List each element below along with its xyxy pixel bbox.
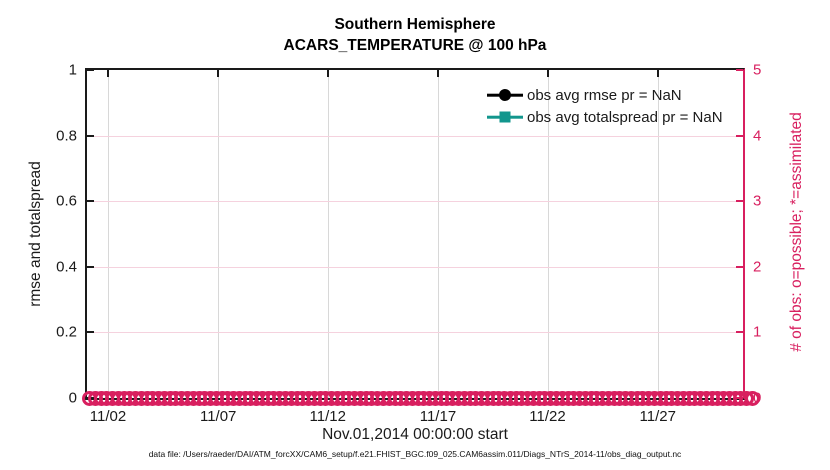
y-tick-label-left: 1 bbox=[68, 61, 77, 79]
y-tick-label-right: 4 bbox=[753, 127, 762, 145]
obs-count-zero-band bbox=[82, 391, 760, 407]
x-tick-top bbox=[656, 70, 659, 77]
x-gridline bbox=[327, 70, 329, 398]
y-gridline bbox=[87, 135, 743, 137]
y-tick-label-right: 5 bbox=[753, 61, 762, 79]
data-file-caption: data file: /Users/raeder/DAI/ATM_forcXX/… bbox=[148, 449, 682, 459]
plot-area: obs avg rmse pr = NaN obs avg totalsprea… bbox=[56, 62, 761, 426]
x-gridline bbox=[437, 70, 439, 398]
legend-item-rmse: obs avg rmse pr = NaN bbox=[487, 84, 723, 106]
y-tick-right bbox=[736, 200, 743, 203]
y-tick-left bbox=[87, 331, 94, 334]
x-tick-top bbox=[217, 70, 220, 77]
y-tick-left bbox=[87, 200, 94, 203]
rmse-circle-marker-icon bbox=[487, 88, 523, 102]
left-axis-label: rmse and totalspread bbox=[27, 161, 44, 307]
circle-marker-icon bbox=[499, 89, 511, 101]
x-tick-label: 11/27 bbox=[639, 408, 676, 425]
legend-label-rmse: obs avg rmse pr = NaN bbox=[527, 86, 682, 104]
legend: obs avg rmse pr = NaN obs avg totalsprea… bbox=[487, 84, 723, 128]
y-tick-right bbox=[736, 69, 743, 71]
x-tick-top bbox=[436, 70, 439, 77]
x-tick-top bbox=[106, 70, 109, 77]
x-gridline bbox=[547, 70, 549, 398]
y-tick-label-right: 3 bbox=[753, 192, 762, 210]
y-tick-label-left: 0.8 bbox=[56, 127, 77, 145]
square-marker-icon bbox=[499, 111, 511, 123]
x-tick-label: 11/02 bbox=[89, 408, 127, 425]
y-tick-label-right: 1 bbox=[753, 323, 762, 341]
y-tick-right bbox=[736, 265, 743, 268]
y-tick-label-left: 0.2 bbox=[56, 323, 77, 341]
title-line2: ACARS_TEMPERATURE @ 100 hPa bbox=[283, 37, 547, 54]
y-gridline bbox=[87, 201, 743, 203]
y-tick-label-left: 0 bbox=[68, 389, 77, 407]
x-tick-label: 11/17 bbox=[419, 408, 457, 425]
x-tick-label: 11/12 bbox=[309, 408, 346, 425]
y-tick-right bbox=[736, 134, 743, 137]
x-tick-label: 11/07 bbox=[199, 408, 237, 425]
x-tick-label: 11/22 bbox=[529, 408, 566, 425]
y-tick-label-left: 0.6 bbox=[56, 192, 77, 210]
x-gridline bbox=[218, 70, 220, 398]
y-tick-left bbox=[87, 69, 94, 71]
totalspread-square-marker-icon bbox=[487, 110, 523, 124]
x-gridline bbox=[657, 70, 659, 398]
x-tick-top bbox=[546, 70, 549, 77]
y-gridline bbox=[87, 332, 743, 334]
x-axis-label: Nov.01,2014 00:00:00 start bbox=[322, 426, 508, 443]
title-line1: Southern Hemisphere bbox=[334, 16, 496, 33]
legend-item-totalspread: obs avg totalspread pr = NaN bbox=[487, 106, 723, 128]
right-axis-label: # of obs: o=possible; *=assimilated bbox=[788, 112, 805, 352]
x-tick-top bbox=[326, 70, 329, 77]
y-tick-left bbox=[87, 265, 94, 268]
y-gridline bbox=[87, 266, 743, 268]
legend-label-totalspread: obs avg totalspread pr = NaN bbox=[527, 108, 723, 126]
y-tick-right bbox=[736, 331, 743, 334]
obs-possible-marker-icon bbox=[745, 391, 760, 406]
x-gridline bbox=[107, 70, 109, 398]
y-tick-left bbox=[87, 134, 94, 137]
chart-title: Southern Hemisphere ACARS_TEMPERATURE @ … bbox=[0, 14, 830, 56]
y-tick-label-right: 2 bbox=[753, 258, 762, 276]
y-tick-label-left: 0.4 bbox=[56, 258, 77, 276]
